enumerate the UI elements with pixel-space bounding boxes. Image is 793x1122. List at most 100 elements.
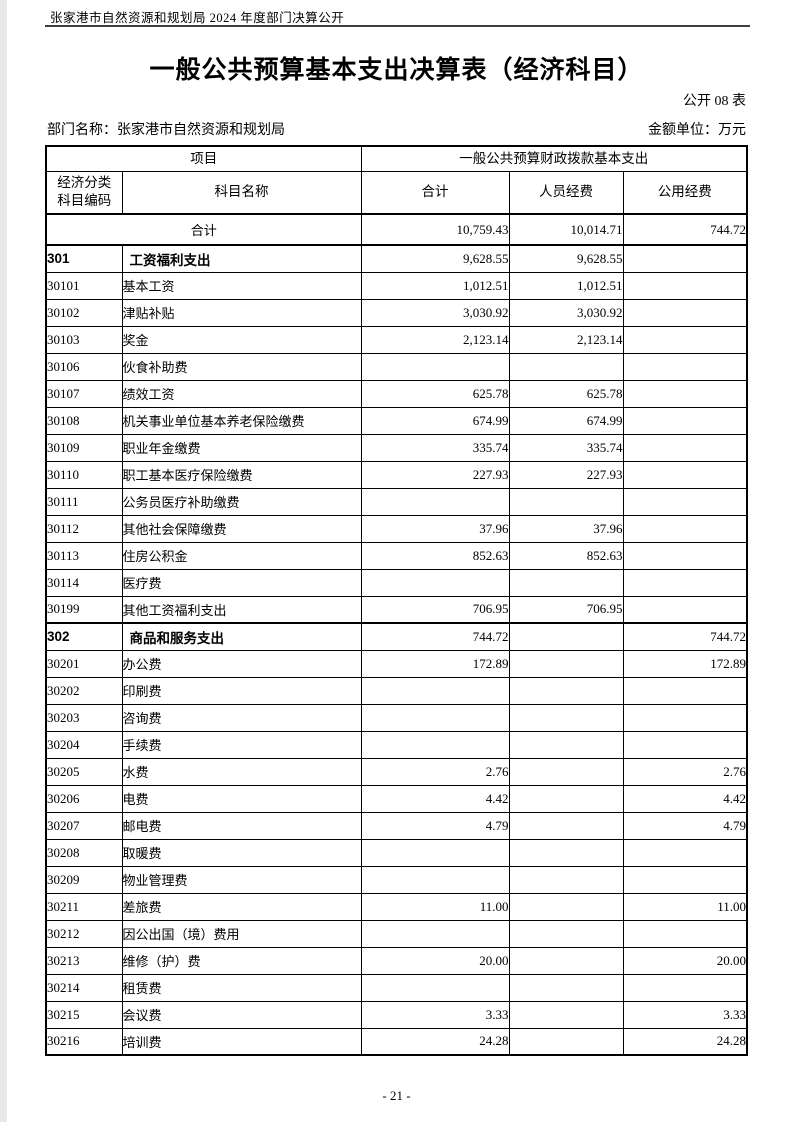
cell-code: 30199 [45,595,123,624]
table-row: 30108 机关事业单位基本养老保险缴费 674.99 674.99 [45,406,748,435]
cell-public [622,595,748,624]
cell-name: 邮电费 [121,811,362,840]
cell-name: 咨询费 [121,703,362,732]
table-row: 30216 培训费 24.28 24.28 [45,1027,748,1056]
table-number-label: 公开 08 表 [683,94,746,109]
table-row: 30101 基本工资 1,012.51 1,012.51 [45,271,748,300]
table-row: 30215 会议费 3.33 3.33 [45,1000,748,1029]
cell-public: 2.76 [622,757,748,786]
cell-total [360,865,510,894]
cell-total [360,730,510,759]
cell-code: 30202 [45,676,123,705]
cell-total: 744.72 [360,622,510,651]
cell-personnel [508,838,624,867]
cell-public [622,568,748,597]
table-row: 合计 10,759.43 10,014.71 744.72 [45,213,748,246]
cell-public [622,973,748,1002]
header-row-columns: 经济分类 科目编码 科目名称 合计 人员经费 公用经费 [45,170,748,215]
cell-total: 4.79 [360,811,510,840]
cell-personnel [508,649,624,678]
header-public-funds: 公用经费 [622,170,748,215]
cell-name: 绩效工资 [121,379,362,408]
header-personnel-funds: 人员经费 [508,170,624,215]
cell-code: 30214 [45,973,123,1002]
cell-total: 24.28 [360,1027,510,1056]
cell-total: 4.42 [360,784,510,813]
header-economic-code-line2: 科目编码 [57,193,112,209]
cell-code: 301 [45,244,123,273]
cell-personnel [508,919,624,948]
table-row: 30102 津贴补贴 3,030.92 3,030.92 [45,298,748,327]
table-row: 30205 水费 2.76 2.76 [45,757,748,786]
cell-total: 625.78 [360,379,510,408]
cell-public [622,352,748,381]
cell-name: 水费 [121,757,362,786]
cell-code: 30108 [45,406,123,435]
cell-total: 3,030.92 [360,298,510,327]
cell-public [622,433,748,462]
header-subject-name: 科目名称 [121,170,362,215]
cell-personnel: 2,123.14 [508,325,624,354]
header-economic-code: 经济分类 科目编码 [45,170,123,215]
document-header-note: 张家港市自然资源和规划局 2024 年度部门决算公开 [50,11,345,25]
cell-personnel: 674.99 [508,406,624,435]
cell-personnel: 625.78 [508,379,624,408]
cell-public [622,244,748,273]
cell-total [360,703,510,732]
cell-code: 30201 [45,649,123,678]
cell-code: 30107 [45,379,123,408]
cell-personnel: 706.95 [508,595,624,624]
cell-total: 1,012.51 [360,271,510,300]
cell-name: 取暖费 [121,838,362,867]
cell-name: 其他工资福利支出 [121,595,362,624]
cell-public: 3.33 [622,1000,748,1029]
cell-public: 20.00 [622,946,748,975]
cell-name: 合计 [45,213,362,246]
cell-name: 维修（护）费 [121,946,362,975]
cell-code: 30209 [45,865,123,894]
cell-total: 706.95 [360,595,510,624]
page-number: - 21 - [382,1088,411,1103]
cell-total: 9,628.55 [360,244,510,273]
table-row: 30213 维修（护）费 20.00 20.00 [45,946,748,975]
cell-total: 11.00 [360,892,510,921]
header-rule [45,25,750,27]
cell-code: 30103 [45,325,123,354]
header-row-group: 项目 一般公共预算财政拨款基本支出 [45,145,748,172]
page-edge-shadow [0,0,7,1122]
cell-name: 培训费 [121,1027,362,1056]
cell-name: 伙食补助费 [121,352,362,381]
cell-code: 30216 [45,1027,123,1056]
cell-personnel [508,973,624,1002]
table-row: 30202 印刷费 [45,676,748,705]
cell-public [622,919,748,948]
cell-public: 4.42 [622,784,748,813]
table-row: 30201 办公费 172.89 172.89 [45,649,748,678]
cell-personnel [508,676,624,705]
cell-personnel: 852.63 [508,541,624,570]
cell-code: 30215 [45,1000,123,1029]
cell-public [622,298,748,327]
meta-row: 部门名称：张家港市自然资源和规划局 金额单位：万元 [47,119,746,139]
cell-personnel [508,703,624,732]
cell-personnel [508,946,624,975]
table-row: 30214 租赁费 [45,973,748,1002]
cell-personnel: 335.74 [508,433,624,462]
cell-public: 4.79 [622,811,748,840]
cell-personnel: 9,628.55 [508,244,624,273]
cell-personnel [508,865,624,894]
cell-name: 因公出国（境）费用 [121,919,362,948]
cell-public [622,325,748,354]
cell-name: 物业管理费 [121,865,362,894]
cell-name: 办公费 [121,649,362,678]
cell-code: 30207 [45,811,123,840]
cell-public [622,379,748,408]
cell-personnel [508,892,624,921]
cell-public [622,676,748,705]
cell-public: 24.28 [622,1027,748,1056]
cell-name: 其他社会保障缴费 [121,514,362,543]
cell-personnel [508,1000,624,1029]
cell-total: 2,123.14 [360,325,510,354]
cell-total [360,919,510,948]
cell-personnel: 10,014.71 [508,213,624,246]
